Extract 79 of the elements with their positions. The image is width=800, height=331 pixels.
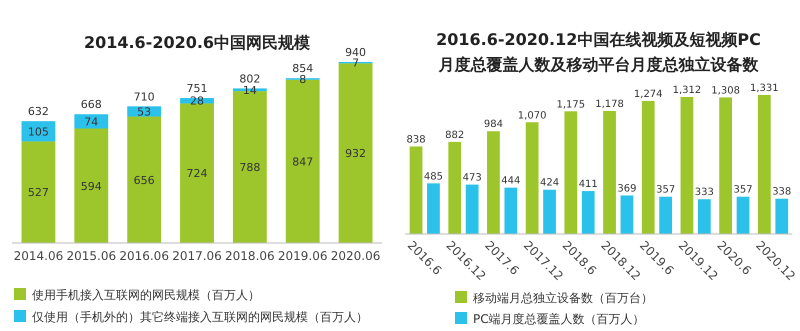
data-label: 1,331 [750, 83, 779, 94]
x-tick-label: 2014.06 [14, 249, 64, 263]
legend-label: PC端月度总覆盖人数（百万人） [473, 312, 645, 326]
bar [543, 190, 556, 234]
total-label: 802 [239, 72, 260, 86]
x-tick-label: 2020.06 [330, 249, 380, 263]
data-label: 485 [424, 171, 443, 182]
data-label: 444 [501, 176, 520, 187]
bar [127, 116, 162, 243]
data-label: 724 [186, 167, 208, 180]
x-tick-label: 2016.06 [119, 249, 169, 263]
legend-label: 使用手机接入互联网的网民规模（百万人） [32, 288, 260, 302]
chart-title: 2014.6-2020.6中国网民规模 [84, 33, 310, 52]
bar [22, 141, 56, 243]
bar [698, 199, 711, 234]
bar [719, 97, 732, 234]
data-label: 594 [80, 180, 102, 193]
bar [487, 131, 500, 234]
bar [180, 103, 214, 243]
data-label: 1,175 [556, 99, 586, 110]
data-label: 357 [656, 184, 676, 196]
data-label: 53 [137, 105, 152, 118]
data-label: 8 [299, 72, 306, 86]
bar [427, 183, 440, 234]
data-label: 411 [578, 179, 598, 190]
total-label: 751 [186, 82, 208, 96]
x-tick-label: 2018.06 [225, 249, 275, 263]
bar [504, 188, 518, 234]
bar [74, 114, 108, 128]
bar [410, 146, 422, 234]
bar [775, 198, 788, 234]
data-label: 1,308 [711, 85, 740, 96]
legend-label: 移动端月总独立设备数（百万台） [473, 291, 653, 305]
data-label: 984 [484, 119, 503, 130]
data-label: 74 [84, 115, 98, 128]
data-label: 369 [617, 183, 636, 194]
legend-label: 仅使用（手机外的）其它终端接入互联网的网民规模（百万人） [32, 310, 368, 324]
bar [582, 191, 595, 234]
chart-title: 2016.6-2020.12中国在线视频及短视频PC 月度总覆盖人数及移动平台月度总独立设备数 [436, 30, 761, 74]
bar [758, 95, 771, 234]
data-label: 656 [134, 174, 155, 187]
data-label: 424 [540, 178, 560, 189]
bar [642, 100, 655, 234]
data-label: 105 [28, 125, 49, 138]
total-label: 668 [80, 98, 102, 112]
bar [448, 142, 462, 234]
bar [74, 128, 108, 243]
total-label: 940 [345, 46, 366, 59]
total-label: 710 [134, 90, 155, 104]
data-label: 357 [734, 184, 753, 196]
bar [22, 121, 56, 142]
data-label: 838 [406, 134, 426, 146]
bar [603, 110, 616, 234]
data-label: 1,070 [518, 110, 546, 122]
total-label: 632 [28, 105, 49, 118]
x-tick-label: 2017.06 [172, 249, 222, 263]
data-label: 1,178 [595, 98, 624, 110]
data-label: 14 [242, 84, 257, 97]
data-label: 7 [352, 56, 360, 70]
data-label: 847 [292, 155, 314, 168]
data-label: 932 [345, 147, 366, 160]
x-tick-label: 2015.06 [66, 249, 116, 263]
bar [466, 184, 479, 234]
data-label: 882 [445, 130, 464, 141]
bar [680, 96, 694, 234]
data-label: 473 [462, 172, 482, 184]
bar [526, 122, 539, 234]
data-label: 333 [694, 187, 714, 198]
data-label: 338 [772, 186, 792, 198]
data-label: 1,312 [672, 84, 702, 96]
x-tick-label: 2019.06 [278, 249, 328, 263]
data-label: 788 [239, 161, 260, 174]
bar [564, 111, 578, 234]
total-label: 854 [292, 62, 314, 76]
data-label: 1,274 [634, 88, 663, 100]
bar [659, 196, 672, 234]
data-label: 527 [28, 186, 49, 200]
bar [620, 195, 634, 234]
bar [736, 196, 750, 234]
